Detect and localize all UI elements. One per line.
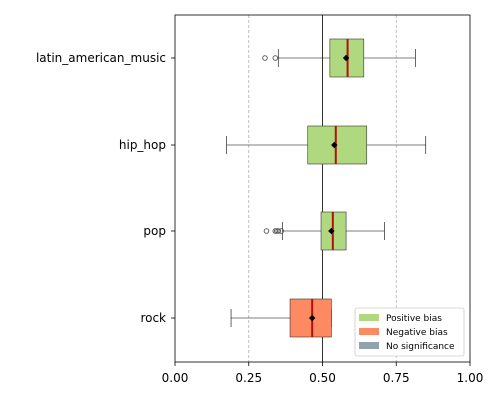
legend: Positive bias Negative bias No significanc… [354, 307, 465, 357]
box-rock [230, 298, 332, 338]
box-hip_hop [226, 125, 427, 165]
legend-label: Positive bias [386, 314, 442, 324]
x-tick-label: 0.00 [162, 371, 189, 385]
legend-label: Negative bias [386, 328, 448, 338]
legend-swatch [359, 342, 379, 349]
x-tick-label: 0.50 [309, 371, 336, 385]
legend-swatch [359, 314, 379, 321]
outlier-point [272, 55, 279, 61]
mean-marker [308, 314, 316, 322]
legend-box [354, 307, 465, 357]
outlier-point [278, 228, 284, 234]
x-tick-label: 1.00 [457, 371, 484, 385]
mean-marker [331, 141, 338, 149]
x-tick-label: 0.75 [383, 371, 410, 385]
mean-marker [342, 54, 350, 62]
outlier-point [275, 228, 282, 234]
legend-label: No significance [386, 342, 455, 352]
x-tick-label: 0.25 [235, 371, 262, 385]
mean-marker [328, 227, 335, 235]
outlier-point [263, 228, 270, 234]
grid-layer [248, 15, 397, 362]
outlier-point [262, 55, 268, 61]
y-tick-label: rock [140, 311, 166, 325]
y-tick-label: hip_hop [119, 138, 166, 152]
box-pop [263, 211, 385, 251]
box-layer [226, 38, 427, 338]
y-tick-label: pop [143, 224, 166, 238]
box-latin_american_music [262, 38, 416, 78]
y-tick-label: latin_american_music [36, 51, 166, 65]
tick-layer: 0.00 0.25 0.50 0.75 1.00 latin_american_music… [36, 51, 483, 385]
legend-swatch [359, 328, 379, 335]
